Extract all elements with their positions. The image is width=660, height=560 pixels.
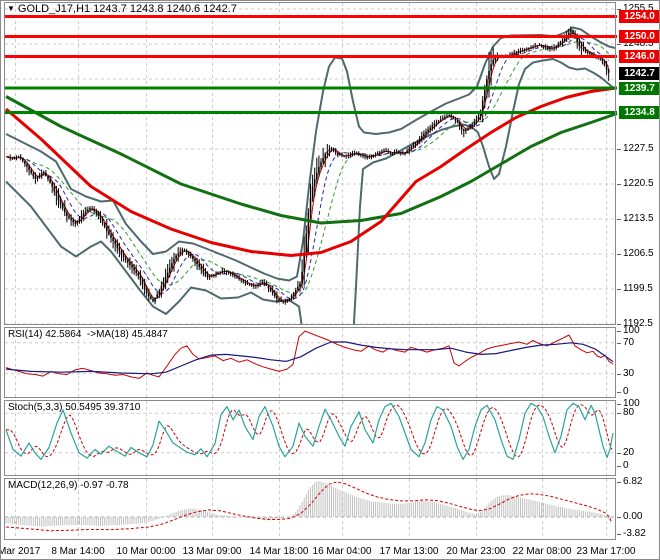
price-tick-mark [617,324,621,325]
indicator-tick-mark [617,413,621,415]
indicator-tick-label: 70 [623,336,635,348]
price-tick-mark [617,254,621,255]
time-axis-label: 8 Mar 14:00 [51,546,105,557]
price-tick-label: 1199.5 [623,283,653,294]
price-level-badge: 1254.0 [619,10,659,23]
price-chart-panel[interactable] [1,2,619,325]
price-tick-label: 1220.5 [623,178,654,189]
price-tick-mark [617,9,621,10]
indicator-tick-label: 0 [623,460,629,471]
price-tick-label: 1227.5 [623,143,654,154]
time-axis-label: 14 Mar 18:00 [249,546,309,557]
price-level-badge: 1239.7 [619,81,659,95]
rsi-indicator-panel[interactable] [1,327,619,398]
time-axis-label: 17 Mar 13:00 [379,546,439,557]
indicator-tick-label: -3.82 [623,528,646,539]
indicator-tick-mark [617,482,621,483]
macd-label: MACD(12,26,9) -0.97 -0.78 [8,480,129,491]
indicator-tick-label: 6.82 [623,476,643,487]
indicator-tick-mark [617,404,621,405]
indicator-tick-label: 30 [623,367,635,379]
price-tick-label: 1213.5 [623,213,654,224]
time-axis-label: 7 Mar 2017 [1,546,41,557]
price-tick-mark [617,289,621,290]
indicator-tick-label: 100 [623,398,640,409]
macd-indicator-panel[interactable] [1,478,619,540]
time-axis-label: 23 Mar 17:00 [576,546,636,557]
indicator-tick-mark [617,534,621,535]
indicator-tick-mark [617,466,621,467]
price-level-badge: 1242.7 [619,66,659,80]
indicator-tick-label: 20 [623,446,635,458]
time-axis-label: 16 Mar 04:00 [312,546,372,557]
stochastic-indicator-panel[interactable] [1,400,619,476]
chart-title: ▼ GOLD_J17,H1 1243.7 1243.8 1240.6 1242.7 [7,3,237,15]
time-axis-label: 13 Mar 09:00 [182,546,242,557]
price-tick-mark [617,219,621,220]
indicator-tick-label: 0.00 [623,511,643,522]
indicator-tick-label: 100 [623,325,640,336]
time-axis-label: 10 Mar 00:00 [116,546,176,557]
price-tick-mark [617,44,621,45]
stoch-label: Stoch(5,3,3) 50.5495 39.3710 [8,402,141,413]
time-axis-label: 22 Mar 08:00 [512,546,572,557]
symbol-dropdown-icon[interactable]: ▼ [7,4,15,13]
indicator-tick-mark [617,392,621,393]
price-tick-label: 1255.5 [623,3,654,14]
indicator-tick-mark [617,517,621,518]
price-tick-mark [617,184,621,185]
price-level-badge: 1250.0 [619,30,659,43]
price-level-badge: 1234.8 [619,106,659,119]
price-tick-label: 1248.5 [623,38,654,49]
price-level-badge: 1246.0 [619,50,659,63]
indicator-tick-mark [617,373,621,375]
rsi-label: RSI(14) 42.5864 ->MA(18) 45.4847 [8,329,168,340]
price-tick-mark [617,149,621,150]
indicator-tick-label: 80 [623,407,635,419]
indicator-tick-label: 0 [623,386,629,397]
indicator-tick-mark [617,331,621,332]
indicator-tick-mark [617,452,621,454]
price-tick-label: 1192.5 [623,318,653,329]
chart-title-text: GOLD_J17,H1 1243.7 1243.8 1240.6 1242.7 [17,3,237,15]
time-axis-label: 20 Mar 23:00 [446,546,506,557]
indicator-tick-mark [617,342,621,344]
price-tick-label: 1206.5 [623,248,654,259]
